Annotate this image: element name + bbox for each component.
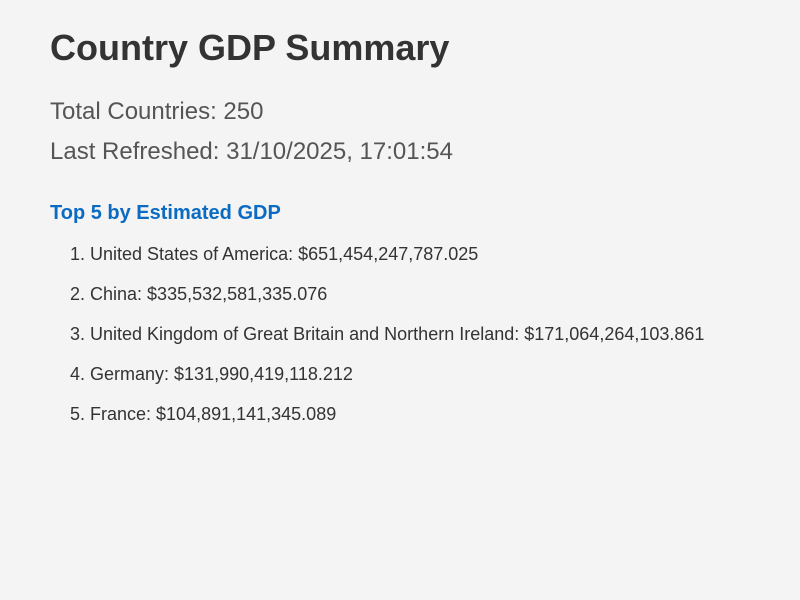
top-gdp-list: 1. United States of America: $651,454,24… (70, 242, 704, 442)
total-countries-text: Total Countries: 250 (50, 98, 264, 125)
top-gdp-heading: Top 5 by Estimated GDP (50, 202, 281, 224)
page-title: Country GDP Summary (50, 27, 450, 68)
top-gdp-list-item-3: 3. United Kingdom of Great Britain and N… (70, 324, 705, 344)
top-gdp-list-item-2: 2. China: $335,532,581,335.076 (70, 284, 328, 304)
top-gdp-list-item-5: 5. France: $104,891,141,345.089 (70, 404, 337, 424)
top-gdp-list-item-4: 4. Germany: $131,990,419,118.212 (70, 364, 353, 384)
top-gdp-list-item-1: 1. United States of America: $651,454,24… (70, 244, 479, 264)
last-refreshed-text: Last Refreshed: 31/10/2025, 17:01:54 (50, 138, 453, 165)
